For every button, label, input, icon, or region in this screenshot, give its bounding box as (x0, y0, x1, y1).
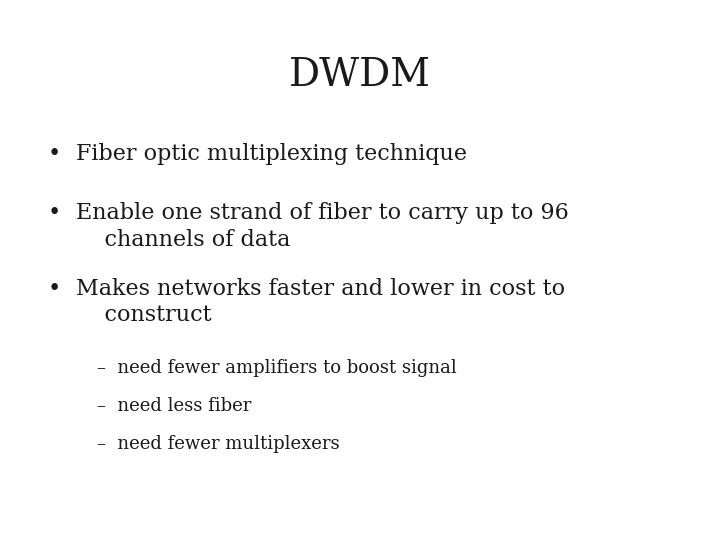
Text: –  need fewer multiplexers: – need fewer multiplexers (97, 435, 340, 453)
Text: •: • (48, 278, 60, 300)
Text: –  need fewer amplifiers to boost signal: – need fewer amplifiers to boost signal (97, 359, 457, 377)
Text: Enable one strand of fiber to carry up to 96
    channels of data: Enable one strand of fiber to carry up t… (76, 202, 568, 251)
Text: –  need less fiber: – need less fiber (97, 397, 251, 415)
Text: •: • (48, 143, 60, 165)
Text: DWDM: DWDM (289, 57, 431, 94)
Text: Makes networks faster and lower in cost to
    construct: Makes networks faster and lower in cost … (76, 278, 564, 326)
Text: Fiber optic multiplexing technique: Fiber optic multiplexing technique (76, 143, 467, 165)
Text: •: • (48, 202, 60, 225)
